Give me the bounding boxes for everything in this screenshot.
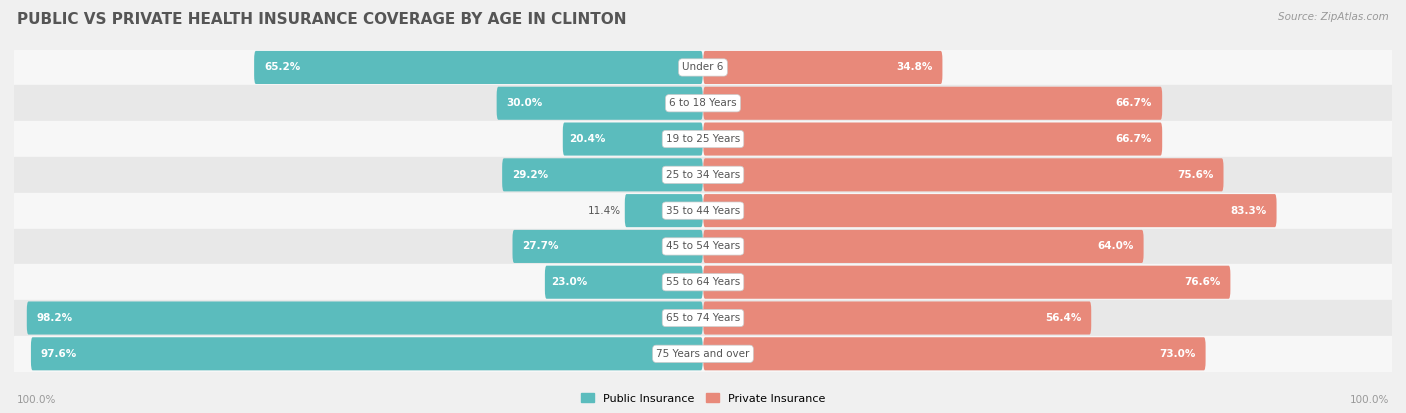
Text: 100.0%: 100.0%	[17, 395, 56, 405]
FancyBboxPatch shape	[703, 337, 1205, 370]
Text: 45 to 54 Years: 45 to 54 Years	[666, 242, 740, 252]
Text: 30.0%: 30.0%	[506, 98, 543, 108]
Legend: Public Insurance, Private Insurance: Public Insurance, Private Insurance	[576, 389, 830, 408]
Bar	[14, 336, 1392, 372]
FancyBboxPatch shape	[562, 123, 703, 156]
Text: Under 6: Under 6	[682, 62, 724, 72]
Text: 83.3%: 83.3%	[1230, 206, 1267, 216]
Bar	[14, 300, 1392, 336]
Text: 11.4%: 11.4%	[588, 206, 621, 216]
Bar	[14, 85, 1392, 121]
Text: 23.0%: 23.0%	[551, 277, 588, 287]
Text: 66.7%: 66.7%	[1116, 134, 1152, 144]
FancyBboxPatch shape	[703, 158, 1223, 191]
Text: 97.6%: 97.6%	[41, 349, 77, 359]
Text: 75 Years and over: 75 Years and over	[657, 349, 749, 359]
FancyBboxPatch shape	[31, 337, 703, 370]
FancyBboxPatch shape	[254, 51, 703, 84]
Text: 34.8%: 34.8%	[896, 62, 932, 72]
Bar	[14, 50, 1392, 85]
Text: 19 to 25 Years: 19 to 25 Years	[666, 134, 740, 144]
Text: Source: ZipAtlas.com: Source: ZipAtlas.com	[1278, 12, 1389, 22]
FancyBboxPatch shape	[703, 123, 1163, 156]
Text: 25 to 34 Years: 25 to 34 Years	[666, 170, 740, 180]
Text: 64.0%: 64.0%	[1097, 242, 1133, 252]
Text: 66.7%: 66.7%	[1116, 98, 1152, 108]
Bar	[14, 264, 1392, 300]
FancyBboxPatch shape	[513, 230, 703, 263]
Text: 56.4%: 56.4%	[1045, 313, 1081, 323]
Text: 35 to 44 Years: 35 to 44 Years	[666, 206, 740, 216]
FancyBboxPatch shape	[703, 87, 1163, 120]
FancyBboxPatch shape	[496, 87, 703, 120]
FancyBboxPatch shape	[703, 230, 1143, 263]
Text: 6 to 18 Years: 6 to 18 Years	[669, 98, 737, 108]
Text: 20.4%: 20.4%	[569, 134, 606, 144]
Bar	[14, 228, 1392, 264]
FancyBboxPatch shape	[703, 194, 1277, 227]
Text: 98.2%: 98.2%	[37, 313, 73, 323]
FancyBboxPatch shape	[703, 266, 1230, 299]
Bar	[14, 157, 1392, 193]
FancyBboxPatch shape	[546, 266, 703, 299]
Text: 65 to 74 Years: 65 to 74 Years	[666, 313, 740, 323]
Text: PUBLIC VS PRIVATE HEALTH INSURANCE COVERAGE BY AGE IN CLINTON: PUBLIC VS PRIVATE HEALTH INSURANCE COVER…	[17, 12, 626, 27]
Bar	[14, 121, 1392, 157]
Text: 65.2%: 65.2%	[264, 62, 301, 72]
Text: 76.6%: 76.6%	[1184, 277, 1220, 287]
Text: 100.0%: 100.0%	[1350, 395, 1389, 405]
Bar	[14, 193, 1392, 228]
Text: 27.7%: 27.7%	[523, 242, 560, 252]
Text: 55 to 64 Years: 55 to 64 Years	[666, 277, 740, 287]
Text: 29.2%: 29.2%	[512, 170, 548, 180]
Text: 75.6%: 75.6%	[1177, 170, 1213, 180]
FancyBboxPatch shape	[27, 301, 703, 335]
FancyBboxPatch shape	[624, 194, 703, 227]
FancyBboxPatch shape	[703, 51, 942, 84]
FancyBboxPatch shape	[703, 301, 1091, 335]
Text: 73.0%: 73.0%	[1159, 349, 1195, 359]
FancyBboxPatch shape	[502, 158, 703, 191]
